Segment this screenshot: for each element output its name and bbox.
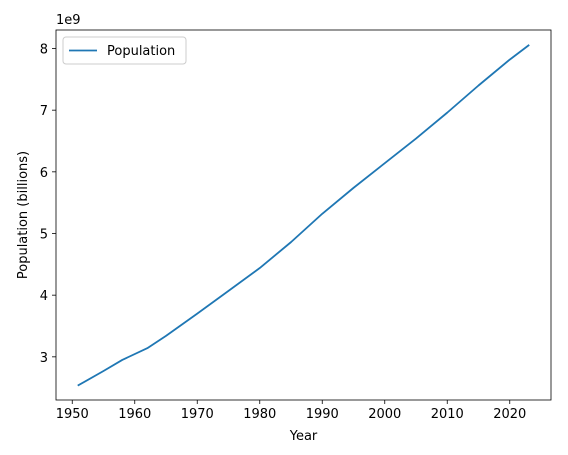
y-tick-label: 8 [40, 43, 48, 58]
y-axis-label: Population (billions) [16, 151, 31, 279]
x-axis-label: Year [289, 429, 318, 444]
y-tick-label: 5 [40, 228, 48, 243]
x-tick-label: 2020 [493, 407, 526, 422]
x-tick-label: 2010 [431, 407, 464, 422]
x-tick-label: 2000 [368, 407, 401, 422]
x-axis: 1950 1960 1970 1980 1990 2000 2010 2020 [56, 400, 526, 422]
axes-frame [55, 29, 552, 401]
y-tick-label: 6 [40, 166, 48, 181]
x-tick-label: 1950 [56, 407, 89, 422]
y-tick-label: 4 [40, 289, 48, 304]
series-layer [77, 44, 530, 387]
y-tick-label: 7 [40, 104, 48, 119]
legend: Population [62, 36, 187, 65]
y-tick-label: 3 [40, 351, 48, 366]
plot-area [55, 29, 552, 401]
x-tick-label: 1960 [118, 407, 151, 422]
x-tick-label: 1990 [306, 407, 339, 422]
y-offset-text: 1e9 [56, 13, 81, 28]
legend-box [62, 36, 187, 65]
series-line-0 [77, 44, 530, 387]
legend-label: Population [107, 44, 175, 59]
y-axis: 3 4 5 6 7 8 [40, 43, 56, 366]
x-tick-label: 1980 [243, 407, 276, 422]
x-tick-label: 1970 [181, 407, 214, 422]
